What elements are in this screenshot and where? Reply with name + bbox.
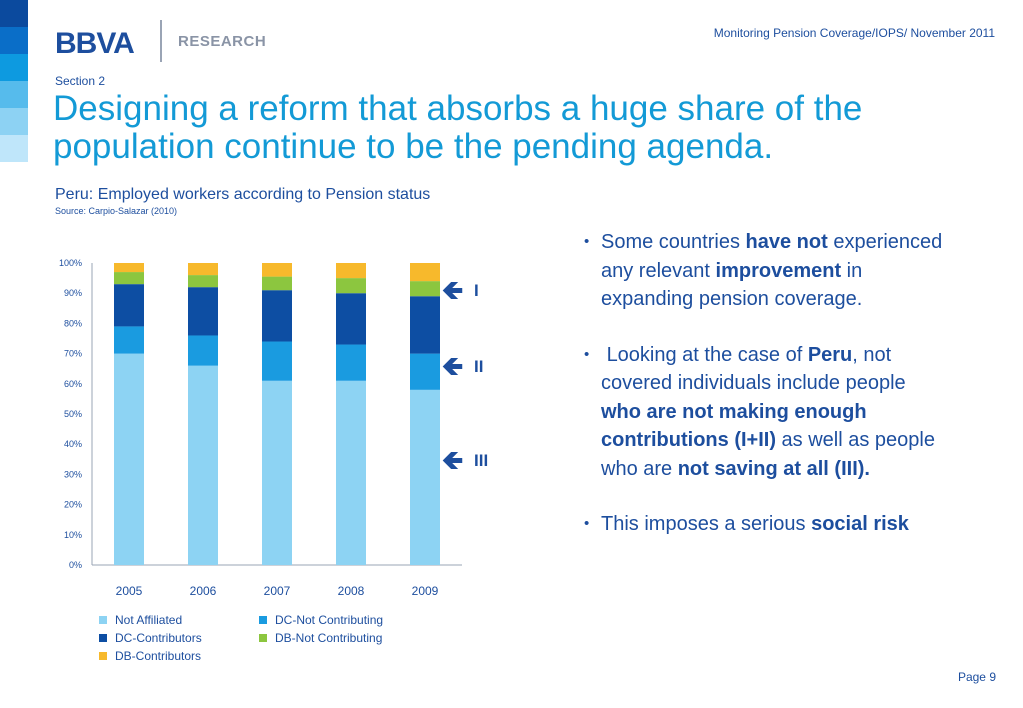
- bullet-text: in expanding pension coverage.: [601, 259, 863, 311]
- bullet-text: experienced any relevant: [601, 231, 943, 282]
- stripe-1: [0, 0, 28, 27]
- section-label: Section 2: [55, 74, 106, 88]
- bullet-emphasis: Peru: [807, 343, 853, 366]
- y-tick-label: 10%: [64, 530, 82, 540]
- legend-item-db-not-contributing: DB-Not Contributing: [259, 631, 382, 645]
- y-tick-label: 30%: [64, 469, 82, 479]
- bar-segment: [262, 263, 292, 277]
- legend-swatch: [259, 616, 267, 624]
- stripe-6: [0, 135, 28, 162]
- bullet-text: as well as people who are: [601, 429, 935, 480]
- bar-segment: [336, 263, 366, 279]
- y-tick-label: 60%: [64, 379, 82, 389]
- bar-segment: [410, 263, 440, 282]
- bar-segment: [336, 278, 366, 294]
- page-title: Designing a reform that absorbs a huge s…: [53, 89, 863, 166]
- bar-segment: [188, 263, 218, 276]
- bullet-emphasis: who are not making enough contributions …: [601, 400, 867, 452]
- legend-item-db-contributors: DB-Contributors: [99, 649, 201, 663]
- chart-heading: Peru: Employed workers according to Pens…: [55, 186, 431, 203]
- y-tick-label: 40%: [64, 439, 82, 449]
- bullet-text: Some countries: [601, 231, 746, 253]
- bar-segment: [336, 344, 366, 381]
- bar-segment: [336, 380, 366, 565]
- bar-segment: [188, 365, 218, 565]
- bar-segment: [262, 341, 292, 381]
- y-tick-label: 90%: [64, 288, 82, 298]
- y-tick-label: 50%: [64, 409, 82, 419]
- bullet-text: This imposes a serious: [601, 513, 812, 535]
- stripe-2: [0, 27, 28, 54]
- x-tick-label: 2006: [190, 584, 217, 598]
- bar-segment: [336, 293, 366, 345]
- legend-label: DB-Contributors: [115, 649, 202, 663]
- legend-swatch: [99, 652, 107, 660]
- legend-label: DC-Contributors: [115, 631, 202, 645]
- y-tick-label: 0%: [69, 560, 82, 570]
- bullet-emphasis: have not: [745, 231, 828, 253]
- x-tick-label: 2005: [116, 584, 143, 598]
- y-tick-label: 80%: [64, 318, 82, 328]
- annotation-i: I: [474, 281, 479, 300]
- y-tick-label: 20%: [64, 500, 82, 510]
- bar-segment: [188, 275, 218, 288]
- x-tick-label: 2009: [412, 584, 439, 598]
- bullet-text: , not covered individuals include people: [601, 343, 906, 395]
- legend-item-not-affiliated: Not Affiliated: [99, 613, 182, 627]
- research-label: RESEARCH: [178, 33, 267, 50]
- report-title: Monitoring Pension Coverage/IOPS/ Novemb…: [713, 26, 995, 40]
- legend-item-dc-not-contributing: DC-Not Contributing: [259, 613, 383, 627]
- stripe-3: [0, 54, 28, 81]
- stacked-bar-chart: 0% 10% 20% 30% 40% 50% 60% 70% 80% 90% 100% 2005 200…: [59, 258, 462, 598]
- legend-swatch: [99, 616, 107, 624]
- bar-segment: [262, 380, 292, 565]
- legend-item-dc-contributors: DC-Contributors: [99, 631, 202, 645]
- x-tick-label: 2008: [338, 584, 365, 598]
- stripe-4: [0, 81, 28, 108]
- bullet-dot: •: [584, 345, 590, 363]
- legend-swatch: [259, 634, 267, 642]
- legend-label: DB-Not Contributing: [275, 631, 383, 645]
- legend-label: Not Affiliated: [115, 613, 183, 627]
- chart-source: Source: Carpio-Salazar (2010): [55, 206, 178, 216]
- bar-segment: [262, 276, 292, 291]
- bar-segment: [114, 353, 144, 565]
- bar-segment: [410, 281, 440, 297]
- legend-swatch: [99, 634, 107, 642]
- bar-segment: [188, 335, 218, 366]
- logo-divider: [160, 20, 162, 62]
- bullet-item: • This imposes a serious social risk: [584, 510, 944, 539]
- legend-label: DC-Not Contributing: [275, 613, 384, 627]
- bullet-item: • Looking at the case of Peru, not cover…: [584, 341, 944, 484]
- page-number: Page 9: [957, 670, 996, 684]
- bullet-emphasis: improvement: [715, 259, 842, 282]
- left-arrow-icon: 🡸: [442, 275, 464, 305]
- bar-segment: [410, 353, 440, 390]
- y-tick-label: 70%: [64, 349, 82, 359]
- bullet-emphasis: not saving at all (III).: [677, 457, 870, 480]
- bar-segment: [410, 296, 440, 354]
- bullet-item: • Some countries have not experienced an…: [584, 228, 944, 314]
- bbva-logo: BBVA: [55, 27, 135, 60]
- stripe-5: [0, 108, 28, 135]
- bar-segment: [410, 389, 440, 565]
- y-tick-label: 100%: [59, 258, 82, 268]
- bullet-text: Looking at the case of: [601, 343, 808, 366]
- bullet-dot: •: [584, 233, 590, 250]
- bar-segment: [114, 263, 144, 273]
- bar-segment: [188, 287, 218, 336]
- bullet-emphasis: social risk: [811, 513, 909, 535]
- bar-segment: [262, 290, 292, 342]
- annotation-ii: II: [474, 357, 484, 376]
- bullet-dot: •: [584, 515, 590, 532]
- annotation-iii: III: [474, 451, 489, 470]
- bar-segment: [114, 272, 144, 285]
- bar-segment: [114, 326, 144, 354]
- bullet-list: • Some countries have not experienced an…: [584, 228, 944, 566]
- left-arrow-icon: 🡸: [442, 351, 464, 381]
- x-tick-label: 2007: [264, 584, 291, 598]
- bar-segment: [114, 284, 144, 327]
- left-arrow-icon: 🡸: [442, 445, 464, 475]
